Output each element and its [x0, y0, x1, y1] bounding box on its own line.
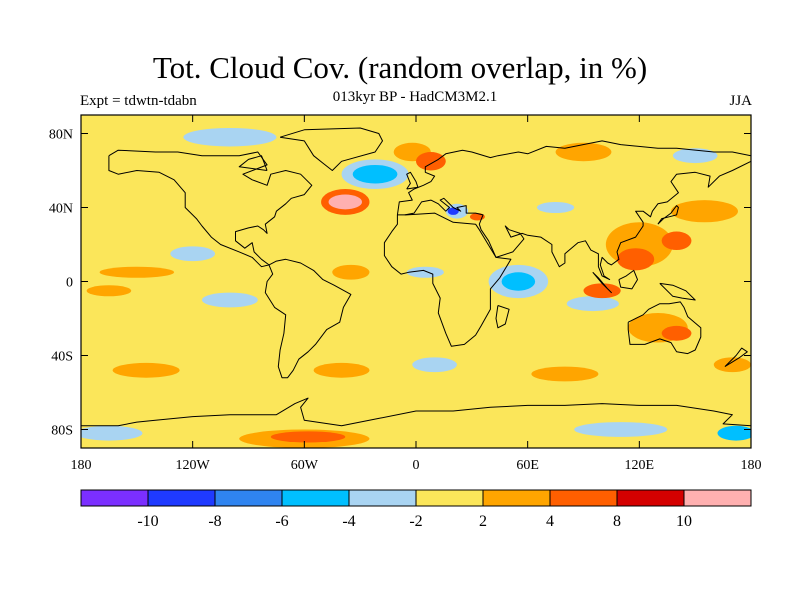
- anomaly-patch: [661, 231, 692, 251]
- x-tick-label: 120E: [625, 458, 655, 473]
- anomaly-patch: [112, 362, 180, 378]
- coastline: [659, 282, 696, 301]
- anomaly-patch: [617, 248, 655, 271]
- anomaly-patch: [447, 207, 459, 215]
- anomaly-patch: [531, 366, 599, 382]
- anomaly-patch: [170, 246, 216, 262]
- coastline: [238, 155, 268, 171]
- colorbar: -10 -8 -6 -4 -2 2 4 8 10: [80, 489, 752, 530]
- coastline: [406, 171, 419, 190]
- coastline: [404, 160, 751, 281]
- anomaly-patch: [406, 266, 444, 278]
- coastline: [383, 212, 512, 347]
- y-tick-label: 0: [66, 276, 73, 291]
- anomaly-patch: [352, 164, 398, 184]
- colorbar-swatch: [214, 489, 283, 507]
- colorbar-swatch: [549, 489, 618, 507]
- colorbar-swatch: [616, 489, 685, 507]
- anomaly-patch: [313, 362, 370, 378]
- anomaly-patch: [566, 296, 619, 312]
- coastline: [279, 127, 383, 171]
- coastline: [627, 301, 702, 355]
- colorbar-swatch: [683, 489, 752, 507]
- map-background: [81, 115, 751, 448]
- y-tick-label: 40S: [51, 350, 73, 365]
- colorbar-swatch: [147, 489, 216, 507]
- colorbar-swatch: [281, 489, 350, 507]
- x-tick-label: 0: [413, 458, 420, 473]
- coastline: [724, 347, 748, 368]
- anomaly-patch: [555, 142, 612, 162]
- season-label: JJA: [729, 93, 752, 109]
- y-tick-label: 80N: [49, 128, 73, 143]
- anomaly-patch: [574, 422, 668, 437]
- colorbar-label: 4: [546, 513, 554, 530]
- coastline: [81, 397, 751, 427]
- anomaly-patches: [81, 127, 751, 448]
- colorbar-swatch: [80, 489, 149, 507]
- y-tick-label: 80S: [51, 424, 73, 439]
- coastline: [657, 205, 679, 225]
- anomaly-patch: [717, 425, 751, 441]
- coastlines: [81, 127, 751, 427]
- latitude-ticks: 80N 40N 0 40S 80S: [49, 128, 751, 439]
- x-tick-label: 60W: [291, 458, 319, 473]
- colorbar-swatch: [482, 489, 551, 507]
- colorbar-label: -2: [409, 513, 422, 530]
- longitude-ticks: 180 120W 60W 0 60E 120E 180: [71, 115, 762, 473]
- anomaly-patch: [670, 200, 738, 223]
- anomaly-patch: [661, 325, 692, 341]
- anomaly-patch: [270, 431, 346, 443]
- anomaly-patch: [81, 425, 143, 441]
- colorbar-swatch: [348, 489, 417, 507]
- x-tick-label: 180: [71, 458, 92, 473]
- colorbar-label: 8: [613, 513, 621, 530]
- colorbar-label: -10: [137, 513, 158, 530]
- anomaly-patch: [416, 152, 446, 171]
- chart-title: Tot. Cloud Cov. (random overlap, in %): [152, 50, 648, 85]
- colorbar-label: 10: [676, 513, 692, 530]
- anomaly-patch: [713, 357, 751, 373]
- coastline: [618, 269, 638, 290]
- anomaly-patch: [201, 292, 258, 308]
- anomaly-patch: [328, 194, 363, 210]
- colorbar-label: -6: [275, 513, 288, 530]
- anomaly-patch: [672, 148, 718, 164]
- anomaly-patch: [412, 357, 457, 373]
- anomaly-patch: [536, 201, 575, 214]
- coastline: [108, 149, 313, 268]
- anomaly-patch: [583, 283, 621, 299]
- colorbar-swatch: [415, 489, 484, 507]
- coastline: [495, 305, 510, 329]
- coastline: [264, 258, 352, 379]
- anomaly-patch: [86, 285, 132, 297]
- coastline: [592, 271, 612, 294]
- anomaly-patch: [501, 272, 536, 291]
- anomaly-patch: [332, 264, 370, 280]
- colorbar-label: -4: [342, 513, 355, 530]
- anomaly-patch: [183, 127, 277, 147]
- chart-subtitle: 013kyr BP - HadCM3M2.1: [332, 89, 498, 105]
- x-tick-label: 180: [741, 458, 762, 473]
- anomaly-patch: [99, 266, 175, 278]
- x-tick-label: 120W: [176, 458, 211, 473]
- experiment-label: Expt = tdwtn-tdabn: [80, 93, 197, 109]
- x-tick-label: 60E: [516, 458, 539, 473]
- y-tick-label: 40N: [49, 202, 73, 217]
- colorbar-label: -8: [208, 513, 221, 530]
- colorbar-label: 2: [479, 513, 487, 530]
